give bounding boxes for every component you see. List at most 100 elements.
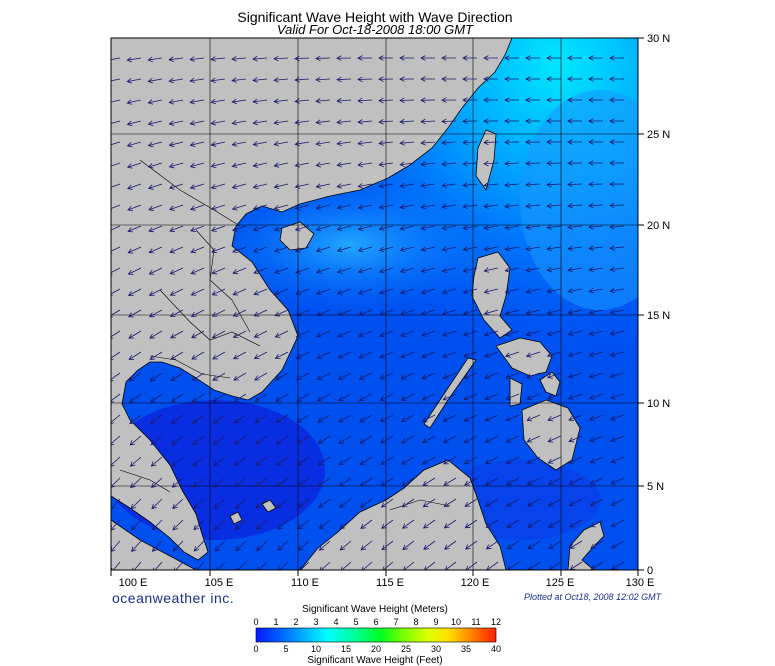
wave-arrow [504,97,519,103]
wave-arrow [462,55,477,61]
wave-arrow [588,118,603,124]
wave-arrow [420,161,436,167]
wave-arrow [111,204,121,212]
wave-arrow [609,55,624,61]
wave-arrow [442,414,457,422]
wave-arrow [504,55,519,61]
wave-arrow [315,204,331,210]
wave-arrow [255,519,268,530]
wave-arrow [420,76,435,82]
wave-arrow [399,76,415,82]
wave-arrow [485,519,499,529]
wave-arrow [546,288,562,294]
wave-arrow [231,204,247,211]
wave-arrow [609,393,625,400]
wave-arrow [444,540,457,550]
wave-arrow [295,351,310,359]
wave-arrow [191,372,205,381]
wave-arrow [337,309,352,317]
wave-arrow [588,160,603,166]
wave-arrow [483,139,499,146]
wave-arrow [483,224,499,231]
wave-arrow [132,561,142,570]
wave-arrow [443,519,457,529]
wave-arrow [609,372,625,379]
wave-arrow [462,139,478,146]
wave-arrow [316,288,331,296]
wave-arrow [399,97,415,104]
wave-arrow [278,561,289,570]
wave-arrow [315,267,331,274]
wave-arrow [504,182,520,188]
wave-arrow [378,140,394,146]
wave-arrow [463,393,478,401]
wave-arrow [462,203,478,210]
wave-arrow [170,351,184,360]
wave-arrow [401,456,415,465]
wave-arrow [210,98,226,105]
wave-arrow [189,162,205,169]
wave-arrow [295,330,310,338]
wave-arrow [567,224,583,230]
wave-arrow [483,267,499,273]
wave-arrow [421,435,436,444]
wave-arrow [357,97,373,104]
wave-arrow [484,372,499,380]
wave-direction-arrows [111,55,625,570]
wave-arrow [273,98,289,104]
wave-arrow [257,561,268,570]
wave-arrow [255,498,268,509]
wave-arrow [399,246,415,253]
wave-arrow [483,288,499,295]
wave-arrow [295,372,310,381]
wave-arrow [151,540,163,552]
wave-arrow [315,98,331,104]
wave-arrow [169,267,184,275]
wave-arrow [380,477,394,487]
wave-arrow [378,55,393,61]
wave-arrow [231,98,247,105]
wave-arrow [399,118,415,125]
wave-arrow [590,519,604,528]
wave-arrow [233,393,247,402]
wave-arrow [337,330,352,338]
wave-arrow [567,330,583,337]
wave-arrow [441,76,456,82]
wave-arrow [273,77,289,83]
wave-arrow [567,245,583,252]
wave-arrow [441,225,457,231]
wave-arrow [358,393,373,401]
wave-arrow [233,372,247,381]
wave-arrow [232,330,247,338]
wave-arrow [505,456,520,464]
legend-meters-tick: 1 [273,617,278,627]
wave-arrow [483,76,498,82]
wave-arrow [421,372,436,380]
wave-arrow [568,477,583,485]
wave-arrow [588,330,604,336]
wave-arrow [210,183,226,190]
wave-arrow [338,435,352,444]
wave-arrow [147,141,163,148]
wave-arrow [399,225,415,231]
legend-meters-tick: 4 [333,617,338,627]
wave-arrow [525,160,541,167]
wave-arrow [399,161,415,167]
wave-arrow [273,246,289,253]
map-title: Significant Wave Height with Wave Direct… [237,9,513,25]
wave-arrow [378,119,394,125]
wave-arrow [295,288,310,296]
wave-arrow [546,351,562,358]
wave-arrow [420,203,436,210]
wave-arrow [129,414,142,425]
wave-arrow [546,139,561,145]
wave-arrow [168,99,184,105]
wave-arrow [148,225,163,233]
wave-arrow [420,246,436,252]
wave-arrow [252,162,268,168]
wave-arrow [588,245,604,251]
wave-arrow [193,540,205,552]
wave-arrow [172,498,184,510]
wave-arrow [126,99,142,105]
wave-arrow [527,540,541,550]
